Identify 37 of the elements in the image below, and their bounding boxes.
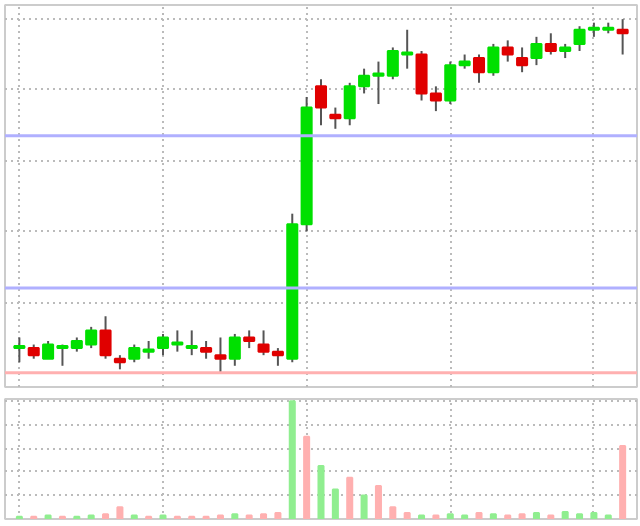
bar — [231, 513, 239, 519]
candlestick — [530, 35, 543, 67]
candlestick — [616, 18, 629, 56]
bar — [389, 506, 397, 519]
bar — [260, 513, 268, 519]
bar — [561, 510, 569, 519]
bar — [403, 512, 411, 519]
candlestick — [501, 39, 514, 63]
candlestick — [99, 315, 112, 360]
bar — [576, 513, 584, 519]
bar — [619, 445, 627, 519]
candlestick — [13, 336, 26, 364]
bar — [489, 513, 497, 519]
bar — [116, 506, 124, 519]
bar — [446, 513, 454, 519]
candlestick — [228, 332, 241, 367]
bar — [303, 435, 311, 519]
candlestick — [214, 336, 227, 374]
bar — [532, 512, 540, 519]
bar — [102, 513, 110, 519]
candlestick — [314, 78, 328, 127]
bar — [518, 513, 526, 519]
bar — [360, 494, 368, 519]
bar — [590, 512, 598, 519]
bar — [317, 465, 325, 519]
bar — [374, 485, 382, 519]
bar — [274, 512, 282, 519]
bar — [346, 476, 354, 519]
candlestick — [185, 329, 198, 357]
candlestick — [516, 46, 529, 74]
bar — [331, 488, 339, 519]
candlestick — [472, 53, 486, 84]
bar — [475, 512, 483, 519]
candlestick — [544, 32, 557, 56]
candlestick — [329, 106, 342, 130]
bar — [288, 400, 296, 519]
candlestick — [487, 42, 500, 77]
